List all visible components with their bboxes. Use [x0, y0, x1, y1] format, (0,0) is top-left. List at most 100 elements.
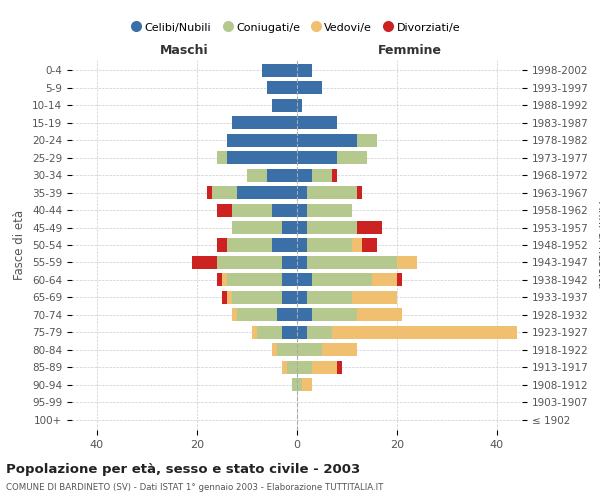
Bar — [297, 221, 307, 234]
Bar — [297, 326, 517, 339]
Bar — [237, 186, 297, 199]
Bar — [272, 343, 297, 356]
Legend: Celibi/Nubili, Coniugati/e, Vedovi/e, Divorziati/e: Celibi/Nubili, Coniugati/e, Vedovi/e, Di… — [129, 18, 465, 37]
Bar — [297, 308, 357, 322]
Bar — [267, 168, 297, 181]
Bar — [297, 274, 397, 286]
Bar — [297, 168, 332, 181]
Bar — [297, 99, 302, 112]
Bar — [287, 360, 297, 374]
Bar — [297, 378, 312, 391]
Bar — [282, 360, 297, 374]
Bar — [227, 151, 297, 164]
Bar — [227, 238, 297, 252]
Bar — [297, 186, 307, 199]
Bar — [297, 221, 382, 234]
Bar — [232, 308, 297, 322]
Bar — [297, 204, 352, 216]
Bar — [222, 274, 297, 286]
Bar — [227, 134, 297, 147]
Bar — [277, 308, 297, 322]
Bar — [297, 134, 377, 147]
Bar — [227, 291, 297, 304]
Bar — [227, 238, 297, 252]
Bar — [297, 274, 402, 286]
Bar — [297, 186, 357, 199]
Bar — [297, 134, 357, 147]
Bar — [227, 274, 297, 286]
Bar — [297, 308, 312, 322]
Bar — [282, 291, 297, 304]
Bar — [272, 204, 297, 216]
Bar — [297, 151, 367, 164]
Bar — [297, 360, 337, 374]
Bar — [297, 291, 352, 304]
Bar — [297, 221, 357, 234]
Text: Maschi: Maschi — [160, 44, 209, 57]
Bar — [272, 99, 297, 112]
Bar — [217, 274, 297, 286]
Bar — [297, 274, 372, 286]
Bar — [297, 326, 517, 339]
Bar — [232, 204, 297, 216]
Bar — [297, 308, 402, 322]
Bar — [297, 378, 312, 391]
Bar — [297, 256, 417, 269]
Bar — [252, 326, 297, 339]
Bar — [297, 238, 377, 252]
Bar — [297, 116, 337, 130]
Bar — [297, 291, 397, 304]
Bar — [272, 99, 297, 112]
Bar — [217, 151, 297, 164]
Bar — [277, 343, 297, 356]
Bar — [297, 291, 397, 304]
Bar — [297, 82, 322, 94]
Bar — [217, 256, 297, 269]
Bar — [272, 238, 297, 252]
Bar — [297, 274, 312, 286]
Bar — [292, 378, 297, 391]
Bar — [207, 186, 297, 199]
Bar — [232, 116, 297, 130]
Bar — [297, 221, 357, 234]
Bar — [297, 378, 302, 391]
Bar — [267, 82, 297, 94]
Bar — [297, 238, 362, 252]
Bar — [282, 274, 297, 286]
Bar — [297, 168, 332, 181]
Bar — [232, 291, 297, 304]
Bar — [297, 256, 417, 269]
Bar — [272, 343, 297, 356]
Bar — [247, 168, 297, 181]
Bar — [262, 64, 297, 77]
Bar — [267, 82, 297, 94]
Bar — [297, 343, 357, 356]
Bar — [297, 82, 322, 94]
Bar — [217, 238, 297, 252]
Bar — [297, 134, 377, 147]
Bar — [297, 256, 307, 269]
Bar — [297, 204, 352, 216]
Bar — [217, 151, 297, 164]
Bar — [257, 326, 297, 339]
Bar — [262, 64, 297, 77]
Bar — [227, 134, 297, 147]
Text: COMUNE DI BARDINETO (SV) - Dati ISTAT 1° gennaio 2003 - Elaborazione TUTTITALIA.: COMUNE DI BARDINETO (SV) - Dati ISTAT 1°… — [6, 482, 383, 492]
Bar — [297, 64, 312, 77]
Text: Femmine: Femmine — [377, 44, 442, 57]
Bar — [282, 360, 297, 374]
Bar — [297, 238, 307, 252]
Bar — [262, 64, 297, 77]
Bar — [222, 291, 297, 304]
Bar — [267, 82, 297, 94]
Bar — [297, 116, 337, 130]
Text: Popolazione per età, sesso e stato civile - 2003: Popolazione per età, sesso e stato civil… — [6, 462, 360, 475]
Bar — [297, 291, 307, 304]
Bar — [297, 134, 377, 147]
Bar — [227, 134, 297, 147]
Bar — [297, 64, 312, 77]
Bar — [297, 82, 322, 94]
Bar — [247, 168, 297, 181]
Bar — [232, 116, 297, 130]
Bar — [297, 238, 352, 252]
